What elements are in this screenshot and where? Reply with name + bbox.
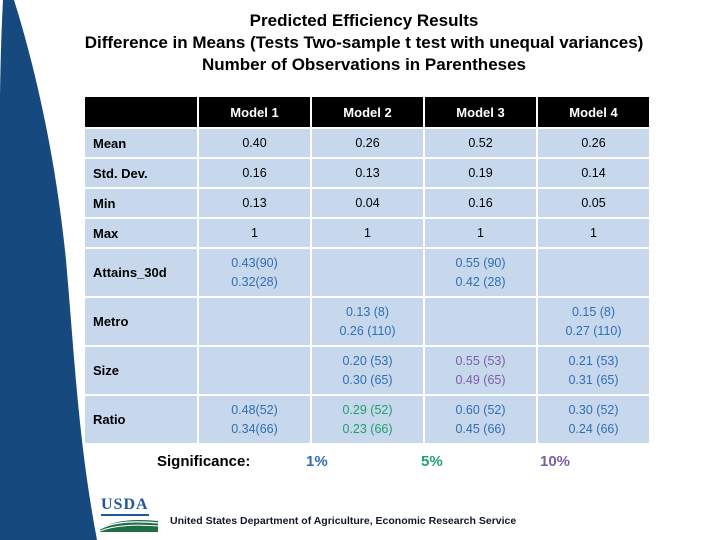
column-header: Model 3 bbox=[425, 97, 536, 127]
usda-logo: USDA bbox=[100, 496, 162, 534]
value-cell: 0.55 (90) 0.42 (28) bbox=[425, 249, 536, 296]
usda-wordmark: USDA bbox=[101, 496, 149, 516]
significance-1pct: 1% bbox=[306, 453, 328, 470]
value-cell: 0.05 bbox=[538, 189, 649, 217]
value-cell: 1 bbox=[425, 219, 536, 247]
value-cell: 1 bbox=[312, 219, 423, 247]
row-label: Metro bbox=[85, 298, 197, 345]
column-header: Model 4 bbox=[538, 97, 649, 127]
column-header: Model 2 bbox=[312, 97, 423, 127]
value-cell: 0.14 bbox=[538, 159, 649, 187]
value-cell: 0.19 bbox=[425, 159, 536, 187]
value-cell: 0.13 (8) 0.26 (110) bbox=[312, 298, 423, 345]
navy-swoosh-shape bbox=[0, 0, 97, 540]
significance-legend: Significance: 1% 5% 10% bbox=[0, 453, 720, 475]
value-cell: 0.26 bbox=[538, 129, 649, 157]
row-label: Mean bbox=[85, 129, 197, 157]
value-cell: 0.40 bbox=[199, 129, 310, 157]
row-label: Std. Dev. bbox=[85, 159, 197, 187]
slide-title: Predicted Efficiency Results Difference … bbox=[8, 10, 720, 76]
value-cell: 0.55 (53) 0.49 (65) bbox=[425, 347, 536, 394]
value-cell: 0.20 (53) 0.30 (65) bbox=[312, 347, 423, 394]
value-cell bbox=[199, 298, 310, 345]
value-cell: 0.13 bbox=[312, 159, 423, 187]
value-cell: 1 bbox=[199, 219, 310, 247]
value-cell: 0.48(52) 0.34(66) bbox=[199, 396, 310, 443]
value-cell: 0.26 bbox=[312, 129, 423, 157]
value-cell: 0.04 bbox=[312, 189, 423, 217]
value-cell: 0.30 (52) 0.24 (66) bbox=[538, 396, 649, 443]
row-label: Min bbox=[85, 189, 197, 217]
value-cell: 0.15 (8) 0.27 (110) bbox=[538, 298, 649, 345]
row-label: Size bbox=[85, 347, 197, 394]
title-line-3: Number of Observations in Parentheses bbox=[201, 55, 527, 74]
value-cell: 0.16 bbox=[199, 159, 310, 187]
value-cell bbox=[538, 249, 649, 296]
usda-org-text: United States Department of Agriculture,… bbox=[170, 515, 517, 527]
significance-5pct: 5% bbox=[421, 453, 443, 470]
corner-cell bbox=[85, 97, 197, 127]
title-line-1: Predicted Efficiency Results bbox=[249, 11, 479, 30]
usda-green-swoosh-icon bbox=[100, 520, 158, 532]
significance-label: Significance: bbox=[157, 453, 251, 470]
significance-10pct: 10% bbox=[540, 453, 571, 470]
value-cell: 0.29 (52) 0.23 (66) bbox=[312, 396, 423, 443]
value-cell bbox=[199, 347, 310, 394]
value-cell: 0.13 bbox=[199, 189, 310, 217]
footer: USDA United States Department of Agricul… bbox=[100, 494, 516, 534]
value-cell: 0.21 (53) 0.31 (65) bbox=[538, 347, 649, 394]
column-header: Model 1 bbox=[199, 97, 310, 127]
value-cell: 1 bbox=[538, 219, 649, 247]
row-label: Max bbox=[85, 219, 197, 247]
results-table: Model 1 Model 2 Model 3 Model 4 Mean 0.40 0.26… bbox=[85, 97, 649, 443]
value-cell bbox=[312, 249, 423, 296]
title-line-2: Difference in Means (Tests Two-sample t … bbox=[84, 33, 644, 52]
left-curve-decoration bbox=[0, 0, 97, 540]
row-label: Ratio bbox=[85, 396, 197, 443]
value-cell: 0.60 (52) 0.45 (66) bbox=[425, 396, 536, 443]
value-cell: 0.16 bbox=[425, 189, 536, 217]
value-cell: 0.43(90) 0.32(28) bbox=[199, 249, 310, 296]
value-cell bbox=[425, 298, 536, 345]
value-cell: 0.52 bbox=[425, 129, 536, 157]
row-label: Attains_30d bbox=[85, 249, 197, 296]
